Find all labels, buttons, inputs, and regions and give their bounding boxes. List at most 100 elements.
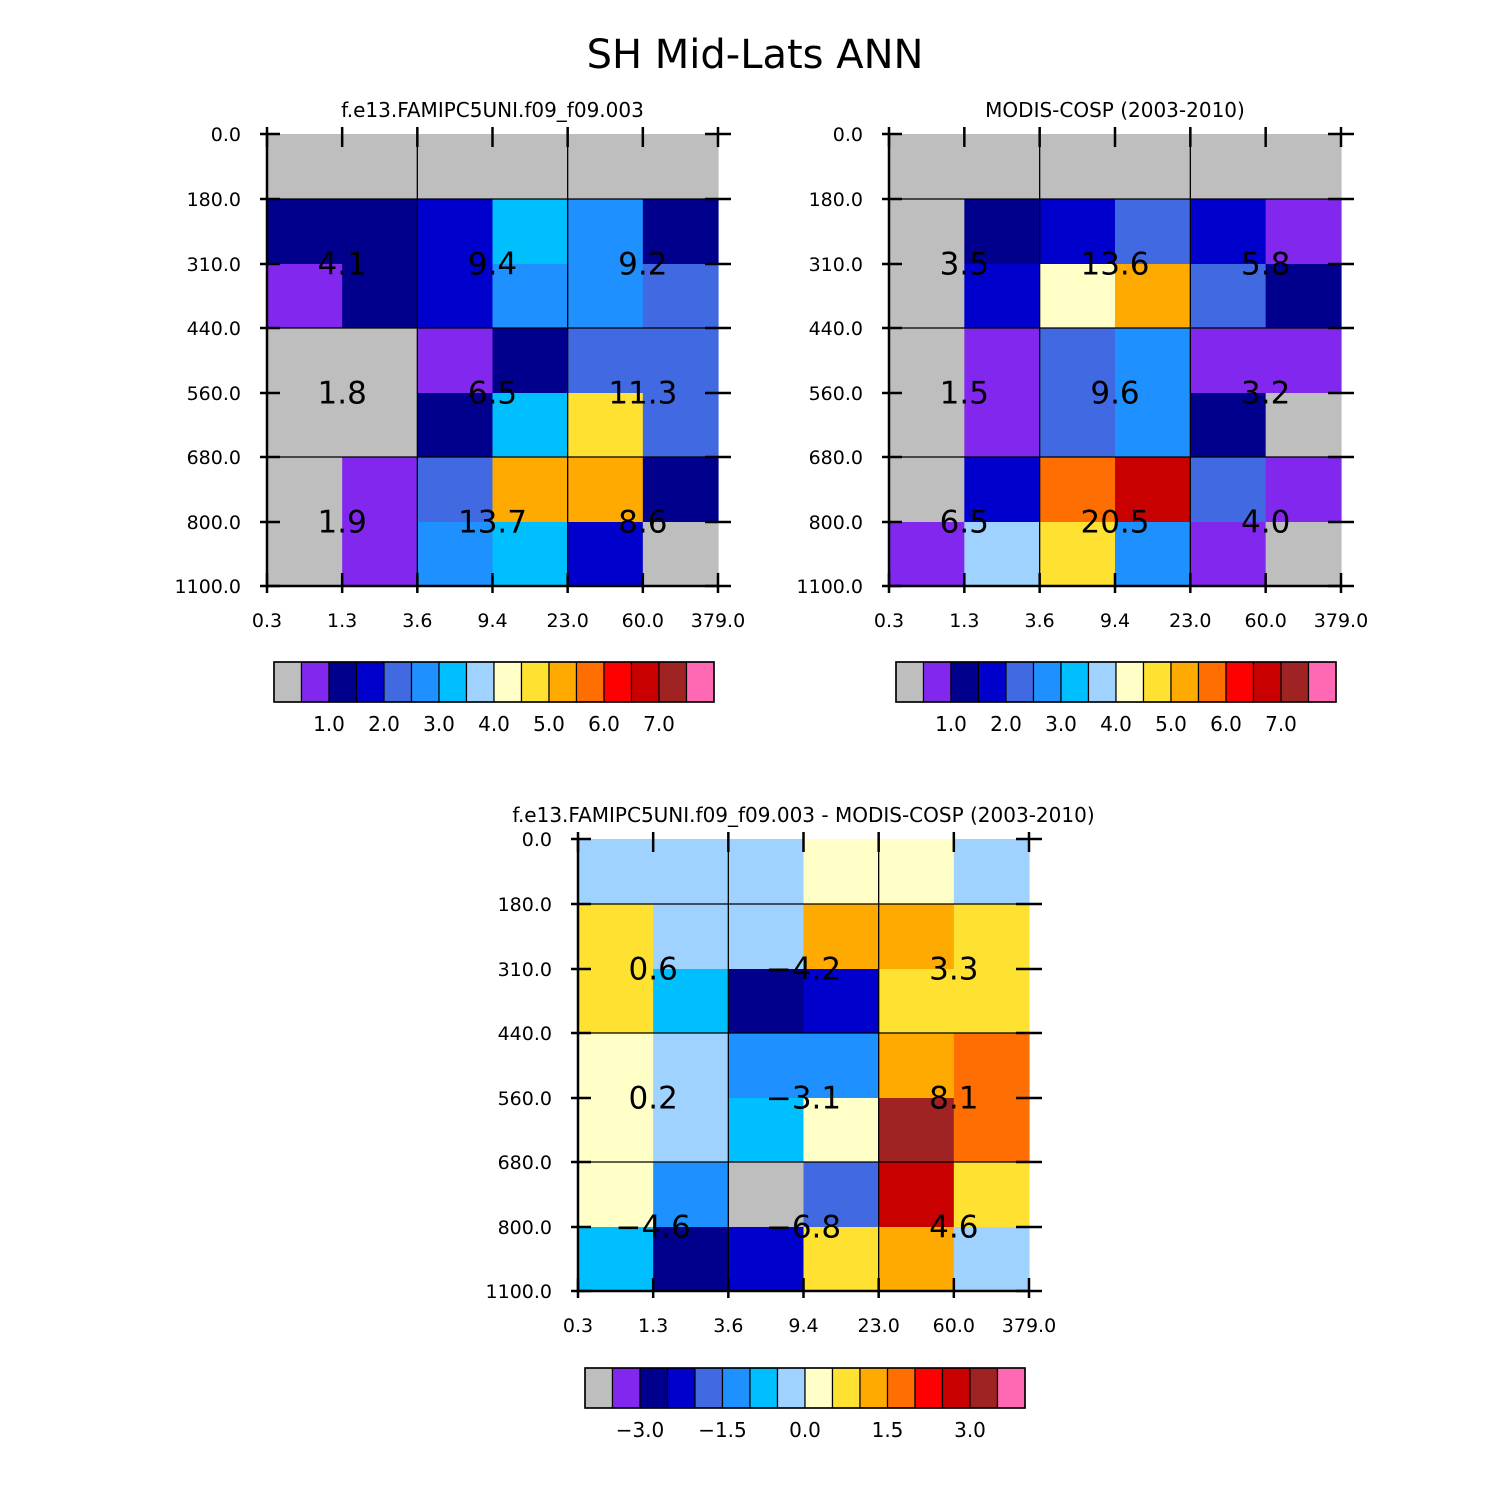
heatmap-cell xyxy=(889,264,965,329)
colorbar-frame xyxy=(584,1367,1026,1409)
heatmap-cell xyxy=(1190,393,1267,458)
colorbar-swatch xyxy=(630,661,660,703)
heatmap-cell xyxy=(803,1162,880,1228)
heatmap-cell xyxy=(642,199,719,265)
heatmap-cell xyxy=(803,904,880,970)
group-value-label: −4.6 xyxy=(616,1210,691,1246)
heatmap-cell xyxy=(728,1227,805,1292)
heatmap-cell xyxy=(889,199,965,265)
x-tick-label: 3.6 xyxy=(1025,610,1055,632)
x-tick-label: 3.6 xyxy=(402,610,432,632)
heatmap-cell xyxy=(1039,522,1116,587)
y-tick-label: 1100.0 xyxy=(486,1281,552,1303)
colorbar-label: 1.5 xyxy=(872,1418,904,1442)
colorbar-label: 2.0 xyxy=(368,712,400,736)
y-tick-label: 180.0 xyxy=(498,894,552,916)
group-value-label: 3.5 xyxy=(940,247,989,283)
heatmap-cell xyxy=(267,328,343,394)
heatmap-cell xyxy=(1115,522,1191,587)
x-tick-label: 0.3 xyxy=(874,610,904,632)
heatmap-cell xyxy=(1190,264,1267,329)
group-value-label: 6.5 xyxy=(940,505,989,541)
colorbar-swatch xyxy=(977,661,1007,703)
heatmap-cell xyxy=(728,1033,805,1099)
colorbar-swatch xyxy=(1005,661,1035,703)
group-value-label: 1.8 xyxy=(318,376,367,412)
x-tick-label: 9.4 xyxy=(477,610,507,632)
heatmap-cell xyxy=(653,904,729,970)
heatmap-cell xyxy=(642,134,719,200)
y-tick-label: 310.0 xyxy=(187,254,241,276)
heatmap-cell xyxy=(342,393,418,458)
colorbar-label: 3.0 xyxy=(1045,712,1077,736)
heatmap-cell xyxy=(342,522,418,587)
heatmap-cell xyxy=(889,134,965,200)
heatmap-cell xyxy=(889,393,965,458)
heatmap-cell xyxy=(1265,522,1342,587)
heatmap-cell xyxy=(1190,522,1267,587)
heatmap-cell xyxy=(878,1098,955,1163)
group-value-label: 13.7 xyxy=(458,505,527,541)
heatmap-cell xyxy=(642,328,719,394)
y-tick-label: 800.0 xyxy=(809,512,863,534)
heatmap-cell xyxy=(578,1227,654,1292)
heatmap-cell xyxy=(889,457,965,523)
heatmap-cell xyxy=(1039,134,1116,200)
y-tick-label: 680.0 xyxy=(809,447,863,469)
colorbar-swatch xyxy=(575,661,605,703)
x-tick-label: 23.0 xyxy=(1169,610,1211,632)
heatmap-cell xyxy=(964,199,1041,265)
heatmap-cell xyxy=(653,1098,729,1163)
heatmap-cell xyxy=(492,457,569,523)
group-value-label: 20.5 xyxy=(1080,505,1149,541)
colorbar-swatch xyxy=(410,661,440,703)
colorbar-swatch xyxy=(776,1367,806,1409)
colorbar-label: 4.0 xyxy=(1100,712,1132,736)
heatmap-cell xyxy=(878,1162,955,1228)
heatmap-cell xyxy=(653,969,729,1034)
colorbar-swatch xyxy=(831,1367,861,1409)
y-tick-label: 310.0 xyxy=(809,254,863,276)
group-value-label: 3.2 xyxy=(1241,376,1290,412)
heatmap-cell xyxy=(567,328,644,394)
heatmap-cell xyxy=(964,328,1041,394)
heatmap-cell xyxy=(417,522,494,587)
heatmap-cell xyxy=(267,199,343,265)
colorbar-swatch xyxy=(1142,661,1172,703)
heatmap-cell xyxy=(953,1033,1030,1099)
colorbar-swatch xyxy=(520,661,550,703)
colorbar-swatch xyxy=(996,1367,1026,1409)
heatmap-cell xyxy=(653,1162,729,1228)
colorbar-swatch xyxy=(721,1367,751,1409)
heatmap-cell xyxy=(878,1227,955,1292)
heatmap-cell xyxy=(417,199,494,265)
heatmap-cell xyxy=(578,1098,654,1163)
colorbar-swatch xyxy=(328,661,358,703)
x-tick-label: 1.3 xyxy=(638,1315,668,1337)
heatmap-cell xyxy=(567,457,644,523)
colorbar-swatch xyxy=(1170,661,1200,703)
heatmap-cell xyxy=(267,457,343,523)
heatmap-cell xyxy=(964,457,1041,523)
colorbar-label: 7.0 xyxy=(1265,712,1297,736)
colorbar-label: 6.0 xyxy=(1210,712,1242,736)
group-value-label: 9.4 xyxy=(468,247,517,283)
heatmap-cell xyxy=(1190,328,1267,394)
x-tick-label: 379.0 xyxy=(1314,610,1368,632)
y-tick-label: 0.0 xyxy=(211,124,241,146)
heatmap-cell xyxy=(803,969,880,1034)
x-tick-label: 1.3 xyxy=(327,610,357,632)
heatmap-cell xyxy=(642,393,719,458)
colorbar-swatch xyxy=(1032,661,1062,703)
x-tick-label: 23.0 xyxy=(858,1315,900,1337)
heatmap-cell xyxy=(1039,393,1116,458)
colorbar-swatch xyxy=(639,1367,669,1409)
heatmap-cell xyxy=(578,969,654,1034)
heatmap-cell xyxy=(342,134,418,200)
y-tick-label: 560.0 xyxy=(809,383,863,405)
colorbar-label: 0.0 xyxy=(789,1418,821,1442)
heatmap-cell xyxy=(492,134,569,200)
colorbar-swatch xyxy=(1225,661,1255,703)
group-value-label: −4.2 xyxy=(766,952,841,988)
colorbar-swatch xyxy=(914,1367,944,1409)
